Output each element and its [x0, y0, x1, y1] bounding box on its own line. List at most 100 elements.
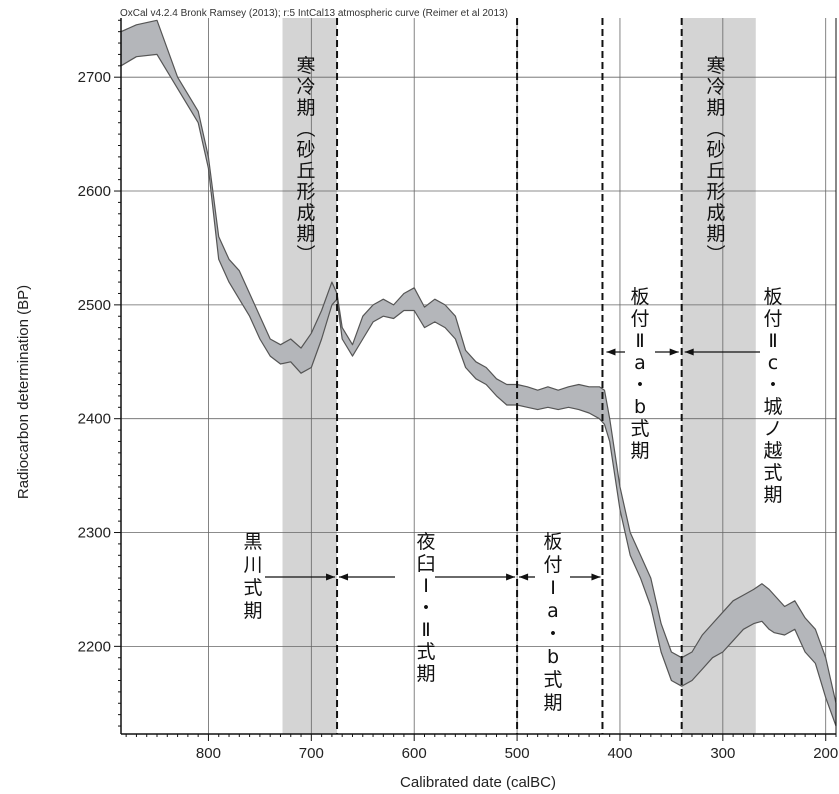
chart-header: OxCal v4.2.4 Bronk Ramsey (2013); r:5 In… — [120, 8, 508, 19]
period-label-char: 丘 — [706, 160, 725, 182]
period-label-char: ︵ — [706, 118, 725, 140]
x-tick-label: 700 — [299, 745, 324, 762]
period-label-char: 川 — [243, 554, 262, 576]
period-label-char: a — [547, 600, 559, 622]
arrow-head — [606, 348, 616, 356]
period-labels: 寒冷期︵砂丘形成期︶寒冷期︵砂丘形成期︶黒川式期夜臼Ⅰ・Ⅱ式期板付Ⅰa・b式期板… — [243, 55, 782, 714]
period-label-char: 丘 — [296, 160, 315, 182]
arrow-yausu-right — [435, 573, 516, 581]
arrow-head — [339, 573, 349, 581]
period-label-char: ︶ — [706, 244, 725, 266]
period-label-char: 寒 — [296, 55, 315, 77]
period-label-char: 成 — [706, 202, 725, 224]
arrow-head — [591, 573, 601, 581]
period-label-char: b — [547, 646, 559, 668]
period-label-char: 冷 — [706, 76, 725, 98]
period-label-char: 式 — [243, 577, 262, 599]
period-label-char: 期 — [243, 600, 262, 622]
period-label-char: 期 — [296, 97, 315, 119]
period-label-char: 期 — [630, 440, 649, 462]
period-label-char: 期 — [543, 692, 562, 714]
arrow-itatsuke2ab-left — [606, 348, 625, 356]
period-label-char: 期 — [706, 97, 725, 119]
period-label-char: 寒 — [706, 55, 725, 77]
period-label-char: 付 — [543, 554, 562, 576]
arrow-head — [684, 348, 694, 356]
arrow-itatsuke1-right — [570, 573, 601, 581]
period-label-char: 夜 — [416, 531, 435, 553]
y-tick-label: 2300 — [78, 525, 111, 542]
period-label-char: 式 — [416, 641, 435, 663]
arrow-head — [669, 348, 679, 356]
period-label-char: a — [634, 352, 646, 374]
period-label-char: 式 — [543, 669, 562, 691]
period-label-char: 砂 — [706, 139, 725, 161]
arrow-kurokawa — [265, 573, 336, 581]
period-label-char: 期 — [416, 663, 435, 685]
period-label-char: 期 — [296, 223, 315, 245]
arrow-itatsuke2c — [684, 348, 760, 356]
period-label-char: ︶ — [296, 244, 315, 266]
period-label-char: Ⅰ — [423, 575, 429, 597]
period-label-char: 形 — [706, 181, 725, 203]
period-label-char: 形 — [296, 181, 315, 203]
period-arrows — [265, 348, 760, 581]
period-label-char: Ⅱ — [421, 619, 430, 641]
arrow-head — [506, 573, 516, 581]
y-tick-label: 2600 — [78, 183, 111, 200]
period-label-char: Ⅰ — [550, 577, 556, 599]
arrow-head — [326, 573, 336, 581]
period-label-char: 板 — [543, 531, 562, 553]
arrow-head — [519, 573, 529, 581]
y-tick-label: 2400 — [78, 411, 111, 428]
period-label-char: 期 — [763, 484, 782, 506]
period-label-char: 付 — [630, 308, 649, 330]
period-label-char: ・ — [630, 374, 649, 396]
period-label-char: 板 — [630, 286, 649, 308]
y-tick-label: 2200 — [78, 638, 111, 655]
y-axis-label: Radiocarbon determination (BP) — [15, 285, 32, 499]
period-label-char: c — [768, 352, 778, 374]
x-tick-label: 300 — [710, 745, 735, 762]
period-label-char: 臼 — [416, 553, 435, 575]
x-tick-label: 500 — [505, 745, 530, 762]
period-label-char: 砂 — [296, 139, 315, 161]
period-label-char: 城 — [763, 396, 782, 418]
arrow-itatsuke1-left — [519, 573, 535, 581]
period-label-char: Ⅱ — [635, 330, 644, 352]
period-label-char: 板 — [763, 286, 782, 308]
arrow-yausu-left — [339, 573, 395, 581]
period-label-char: 越 — [763, 440, 782, 462]
period-label-char: Ⅱ — [768, 330, 777, 352]
x-axis-label: Calibrated date (calBC) — [400, 774, 556, 791]
period-label-char: ・ — [543, 623, 562, 645]
shaded-period-1 — [282, 18, 338, 734]
x-tick-label: 200 — [813, 745, 838, 762]
period-label-char: ・ — [763, 374, 782, 396]
period-label-char: 式 — [630, 418, 649, 440]
period-label-char: b — [634, 396, 646, 418]
period-label-char: 付 — [763, 308, 782, 330]
axes: 2200 2300 2400 2500 2600 2700 800 700 600 500 400 3… — [78, 18, 838, 762]
period-label-char: 冷 — [296, 76, 315, 98]
period-label-char: ︵ — [296, 118, 315, 140]
x-tick-label: 600 — [402, 745, 427, 762]
y-tick-label: 2700 — [78, 69, 111, 86]
period-label-char: 式 — [763, 462, 782, 484]
shaded-periods — [282, 18, 756, 734]
period-label-char: 黒 — [243, 531, 262, 553]
period-label-char: 成 — [296, 202, 315, 224]
arrow-itatsuke2ab-right — [655, 348, 679, 356]
period-label-char: ・ — [416, 597, 435, 619]
period-label-char: ノ — [763, 418, 782, 440]
y-tick-label: 2500 — [78, 297, 111, 314]
x-tick-label: 800 — [196, 745, 221, 762]
period-boundaries — [336, 18, 683, 734]
